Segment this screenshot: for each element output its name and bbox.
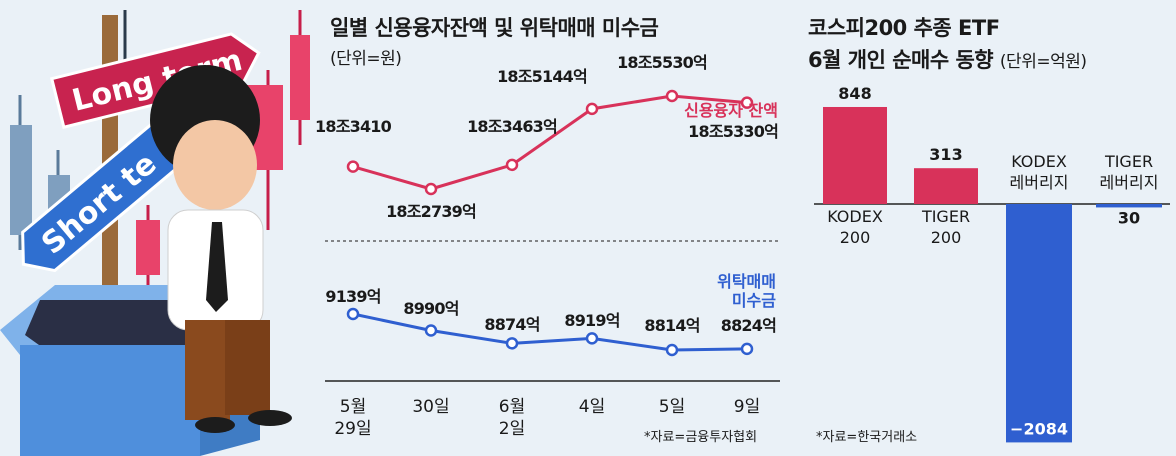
unsettled-series-name: 미수금 <box>732 291 776 310</box>
unsettled-point <box>424 324 438 337</box>
unsettled-point <box>740 342 754 356</box>
unsettled-data-label: 9139억 <box>325 287 380 306</box>
credit-point <box>740 96 754 109</box>
bar-category-label: TIGER 200 <box>921 207 970 247</box>
credit-data-label: 18조5144억 <box>497 67 587 86</box>
unsettled-data-label: 8874억 <box>484 315 539 334</box>
bar <box>1096 204 1162 208</box>
unsettled-series-line <box>352 312 748 352</box>
unsettled-point <box>665 343 679 357</box>
credit-point <box>424 182 438 196</box>
bar-value-label: 848 <box>838 84 871 103</box>
credit-data-label: 18조3463억 <box>467 117 557 136</box>
right-chart-title-text: 6월 개인 순매수 동향 <box>808 48 994 72</box>
illustration: Long term Short te <box>0 0 310 456</box>
bar-value-label: 313 <box>929 145 962 164</box>
credit-point <box>665 89 679 103</box>
x-tick-label: 4일 <box>579 397 605 417</box>
credit-data-label: 18조2739억 <box>386 202 476 221</box>
bar-value-label: 30 <box>1118 208 1140 227</box>
unsettled-point <box>505 337 519 350</box>
x-tick-label: 9일 <box>734 397 760 417</box>
x-tick-label: 5일 <box>659 397 685 417</box>
x-tick-label: 5월 29일 <box>334 397 371 439</box>
bar <box>823 106 887 204</box>
right-chart-source: *자료=한국거래소 <box>816 430 918 445</box>
credit-data-label: 18조5530억 <box>617 53 707 72</box>
bar-category-label: TIGER 레버리지 <box>1100 152 1159 192</box>
x-tick-label: 6월 2일 <box>499 397 525 439</box>
bar-value-label: −2084 <box>1010 419 1068 438</box>
right-chart-unit: (단위=억원) <box>999 52 1087 72</box>
bar-category-label: KODEX 레버리지 <box>1010 152 1069 192</box>
unsettled-data-label: 8990억 <box>403 299 458 318</box>
right-chart-title-line1: 코스피200 추종 ETF <box>808 16 1000 40</box>
bar <box>914 168 978 204</box>
unsettled-data-label: 8919억 <box>564 311 619 330</box>
credit-point <box>585 102 599 116</box>
left-chart-unit: (단위=원) <box>330 49 402 69</box>
credit-data-label: 18조3410 <box>315 117 392 136</box>
right-chart-title-line2: 6월 개인 순매수 동향 (단위=억원) <box>808 44 1087 74</box>
person-illustration <box>150 65 292 433</box>
line-chart: 18조3410 18조2739억 18조3463억 18조5144억 18조5530억 1… <box>315 53 780 439</box>
unsettled-point <box>585 332 599 345</box>
bar <box>1006 204 1072 443</box>
x-tick-label: 30일 <box>412 397 449 417</box>
unsettled-data-label: 8824억 <box>721 316 776 335</box>
unsettled-series-name: 위탁매매 <box>717 272 776 291</box>
bar-chart: 848 KODEX 200 313 TIGER 200 −2084 KODEX 레버리지 30 TI… <box>814 84 1170 443</box>
credit-point <box>505 158 519 172</box>
bar-category-label: KODEX 200 <box>827 207 883 247</box>
left-chart-source: *자료=금융투자협회 <box>644 430 758 445</box>
credit-series-line <box>352 94 748 191</box>
unsettled-point <box>346 307 360 321</box>
credit-data-label: 18조5330억 <box>688 122 778 141</box>
left-chart-title: 일별 신용융자잔액 및 위탁매매 미수금 <box>330 16 659 40</box>
credit-series-name: 신용융자 잔액 <box>684 101 778 120</box>
unsettled-data-label: 8814억 <box>644 316 699 335</box>
credit-point <box>346 160 360 173</box>
